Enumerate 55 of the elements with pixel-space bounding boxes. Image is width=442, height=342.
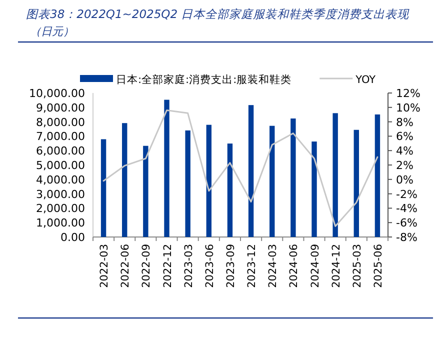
- x-tick-label: 2023-06: [204, 244, 216, 288]
- x-tick-label: 2023-12: [246, 244, 258, 288]
- x-tick-label: 2024-03: [267, 244, 280, 288]
- x-tick-label: 2022-09: [140, 244, 153, 288]
- y-tick-label: 3,000.00: [36, 188, 85, 201]
- y-tick-label: 7,000.00: [36, 130, 85, 144]
- y2-tick-label: 0%: [396, 173, 414, 186]
- x-tick-label: 2025-03: [351, 244, 364, 288]
- y-tick-label: 9,000.00: [36, 101, 85, 114]
- bar: [332, 113, 338, 237]
- y-tick-label: 4,000.00: [36, 173, 85, 186]
- x-tick-label: 2024-09: [309, 244, 322, 288]
- y2-tick-label: -2%: [396, 188, 418, 201]
- y-tick-label: 0.00: [60, 231, 85, 244]
- y-tick-label: 8,000.00: [36, 116, 85, 129]
- bar: [354, 130, 359, 237]
- bar: [312, 142, 317, 237]
- y2-tick-label: -8%: [396, 231, 418, 244]
- y2-tick-label: 12%: [396, 87, 420, 100]
- y-tick-label: 2,000.00: [36, 202, 85, 216]
- x-tick-label: 2023-03: [182, 244, 195, 288]
- x-tick-label: 2022-03: [98, 244, 111, 288]
- y2-tick-label: 8%: [396, 116, 414, 129]
- bar: [122, 123, 128, 237]
- bar: [164, 100, 170, 237]
- bar: [100, 139, 106, 237]
- y2-tick-label: -4%: [396, 202, 418, 216]
- bar: [143, 146, 148, 237]
- y2-tick-label: 10%: [396, 101, 420, 114]
- legend-label: 日本:全部家庭:消费支出:服装和鞋类: [116, 73, 292, 86]
- y-tick-label: 6,000.00: [36, 144, 85, 158]
- y2-tick-label: 6%: [396, 130, 414, 144]
- y2-tick-label: 4%: [396, 144, 414, 158]
- bar: [248, 105, 254, 237]
- x-tick-label: 2022-12: [162, 244, 174, 288]
- y2-tick-label: 2%: [396, 159, 414, 172]
- bar: [270, 126, 275, 237]
- bar: [206, 124, 212, 237]
- x-tick-label: 2022-06: [120, 244, 132, 288]
- bar: [290, 118, 296, 237]
- x-tick-label: 2025-06: [372, 244, 384, 288]
- x-tick-label: 2024-06: [288, 244, 300, 288]
- bar: [185, 130, 190, 237]
- y2-tick-label: -6%: [396, 216, 418, 230]
- line-series: [102, 110, 378, 227]
- bar: [374, 114, 380, 237]
- bar: [227, 144, 233, 237]
- chart-subtitle: （日元）: [30, 25, 74, 38]
- y-tick-label: 1,000.00: [36, 216, 85, 230]
- x-tick-label: 2024-12: [330, 244, 342, 288]
- chart-title: 图表38：2022Q1~2025Q2 日本全部家庭服装和鞋类季度消费支出表现: [26, 7, 410, 21]
- y-tick-label: 5,000.00: [36, 159, 85, 172]
- x-tick-label: 2023-09: [224, 244, 237, 288]
- legend-label: YOY: [354, 74, 376, 86]
- y-tick-label: 10,000.00: [29, 87, 85, 100]
